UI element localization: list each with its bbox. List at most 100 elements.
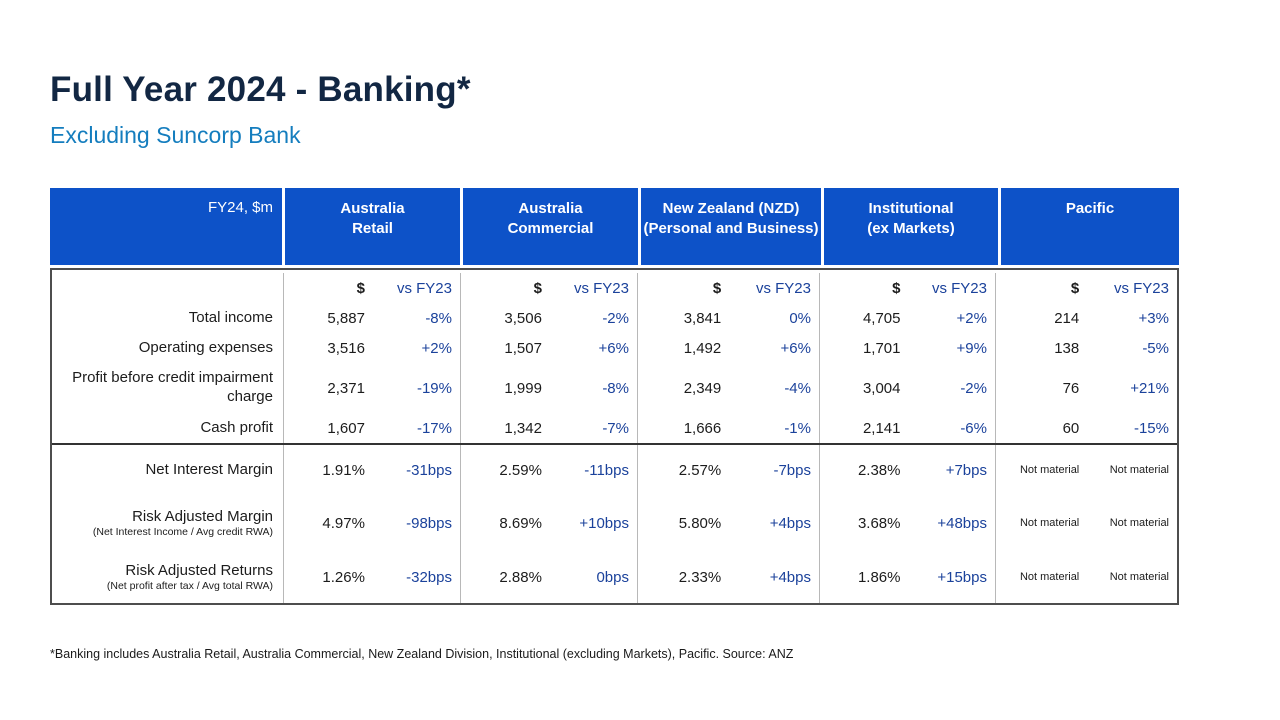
row-sublabel-text: (Net profit after tax / Avg total RWA) bbox=[106, 580, 273, 593]
cell-value: 1,607 bbox=[327, 419, 365, 437]
table-row-total-income: Total income 5,887 -8% 3,506 -2% 3,841 0… bbox=[52, 303, 1177, 333]
subheader-value-sign: $ bbox=[892, 279, 901, 297]
subheader-value-sign: $ bbox=[533, 279, 542, 297]
subheader-delta-label: vs FY23 bbox=[573, 279, 629, 297]
cell-delta: 0bps bbox=[596, 568, 629, 586]
cell-delta: -7bps bbox=[773, 461, 811, 479]
subheader-group-commercial: $ vs FY23 bbox=[461, 273, 638, 303]
cell-group: 5.80% +4bps bbox=[638, 495, 820, 551]
cell-group: 214 +3% bbox=[996, 303, 1177, 333]
cell-group: 1,999 -8% bbox=[461, 363, 638, 413]
row-label: Net Interest Margin bbox=[52, 445, 284, 495]
cell-value: 1.91% bbox=[322, 461, 365, 479]
table-row-profit-before-credit-impairment: Profit before credit impairment charge 2… bbox=[52, 363, 1177, 413]
row-label-text: Profit before credit impairment charge bbox=[72, 369, 273, 405]
row-label: Total income bbox=[52, 303, 284, 333]
cell-delta: -11bps bbox=[584, 461, 629, 479]
row-label: Risk Adjusted Returns (Net profit after … bbox=[52, 551, 284, 603]
section-margin-metrics: Net Interest Margin 1.91% -31bps 2.59% -… bbox=[52, 443, 1177, 603]
cell-value: 2.33% bbox=[678, 568, 722, 586]
cell-group: 2.33% +4bps bbox=[638, 551, 820, 603]
cell-value: 1,701 bbox=[862, 339, 901, 357]
cell-group: 2.88% 0bps bbox=[461, 551, 638, 603]
cell-group: 60 -15% bbox=[996, 413, 1177, 443]
cell-group: Not material Not material bbox=[996, 551, 1177, 603]
cell-delta: +2% bbox=[421, 339, 452, 357]
cell-value: 1,507 bbox=[504, 339, 542, 357]
subheader-delta-label: vs FY23 bbox=[396, 279, 452, 297]
subheader-row: $ vs FY23 $ vs FY23 $ vs FY23 $ vs FY23 bbox=[52, 273, 1177, 303]
cell-value: 2,371 bbox=[327, 379, 365, 397]
cell-delta: +6% bbox=[780, 339, 811, 357]
cell-value: 214 bbox=[1054, 309, 1080, 327]
cell-group: 138 -5% bbox=[996, 333, 1177, 363]
cell-delta: +21% bbox=[1130, 379, 1169, 397]
cell-value: Not material bbox=[1019, 517, 1080, 529]
cell-group: 1,666 -1% bbox=[638, 413, 820, 443]
cell-delta: +6% bbox=[598, 339, 629, 357]
cell-delta: -32bps bbox=[406, 568, 452, 586]
cell-value: 138 bbox=[1054, 339, 1080, 357]
cell-group: 1.91% -31bps bbox=[284, 445, 461, 495]
table-row-risk-adjusted-margin: Risk Adjusted Margin (Net Interest Incom… bbox=[52, 495, 1177, 551]
subheader-delta-label: vs FY23 bbox=[755, 279, 811, 297]
cell-value: 60 bbox=[1062, 419, 1080, 437]
row-label-text: Risk Adjusted Margin bbox=[132, 507, 273, 525]
cell-value: 5.80% bbox=[678, 514, 722, 532]
cell-delta: -7% bbox=[602, 419, 629, 437]
subheader-group-institutional: $ vs FY23 bbox=[820, 273, 996, 303]
cell-group: 2.57% -7bps bbox=[638, 445, 820, 495]
cell-group: 3,004 -2% bbox=[820, 363, 996, 413]
cell-group: 1,701 +9% bbox=[820, 333, 996, 363]
cell-group: 1,342 -7% bbox=[461, 413, 638, 443]
cell-delta: +3% bbox=[1138, 309, 1169, 327]
cell-delta: +10bps bbox=[579, 514, 629, 532]
cell-value: 3,841 bbox=[683, 309, 722, 327]
cell-delta: +7bps bbox=[945, 461, 987, 479]
corner-header-fy24: FY24, $m bbox=[50, 188, 282, 265]
col-header-pacific: Pacific bbox=[1001, 188, 1179, 265]
cell-group: 2,349 -4% bbox=[638, 363, 820, 413]
cell-value: 2.38% bbox=[857, 461, 901, 479]
cell-delta: -8% bbox=[602, 379, 629, 397]
cell-group: 1,607 -17% bbox=[284, 413, 461, 443]
cell-value: 3,506 bbox=[504, 309, 542, 327]
row-label-text: Cash profit bbox=[200, 418, 273, 436]
cell-group: 3,516 +2% bbox=[284, 333, 461, 363]
table-row-net-interest-margin: Net Interest Margin 1.91% -31bps 2.59% -… bbox=[52, 445, 1177, 495]
cell-group: 76 +21% bbox=[996, 363, 1177, 413]
cell-value: 3,516 bbox=[327, 339, 365, 357]
cell-group: Not material Not material bbox=[996, 495, 1177, 551]
cell-value: 1.86% bbox=[857, 568, 901, 586]
cell-group: 2,141 -6% bbox=[820, 413, 996, 443]
cell-delta: -8% bbox=[425, 309, 452, 327]
cell-delta: Not material bbox=[1109, 464, 1169, 476]
cell-delta: +9% bbox=[956, 339, 987, 357]
cell-group: 1.86% +15bps bbox=[820, 551, 996, 603]
cell-value: 76 bbox=[1062, 379, 1080, 397]
cell-delta: Not material bbox=[1109, 517, 1169, 529]
row-label-text: Total income bbox=[188, 308, 273, 326]
cell-delta: -98bps bbox=[406, 514, 452, 532]
table-header-row: FY24, $m Australia Retail Australia Comm… bbox=[50, 188, 1179, 265]
cell-delta: -6% bbox=[960, 419, 987, 437]
cell-value: 4,705 bbox=[862, 309, 901, 327]
row-label-text: Operating expenses bbox=[138, 338, 273, 356]
cell-delta: -4% bbox=[784, 379, 811, 397]
subheader-delta-label: vs FY23 bbox=[1113, 279, 1169, 297]
cell-delta: -31bps bbox=[406, 461, 452, 479]
subheader-value-sign: $ bbox=[356, 279, 365, 297]
cell-delta: +4bps bbox=[769, 568, 811, 586]
cell-group: 3,841 0% bbox=[638, 303, 820, 333]
cell-value: 2.88% bbox=[499, 568, 542, 586]
cell-group: 3,506 -2% bbox=[461, 303, 638, 333]
cell-value: 2,349 bbox=[683, 379, 722, 397]
row-label: Operating expenses bbox=[52, 333, 284, 363]
subheader-group-pacific: $ vs FY23 bbox=[996, 273, 1177, 303]
cell-value: 5,887 bbox=[327, 309, 365, 327]
cell-group: 2.59% -11bps bbox=[461, 445, 638, 495]
cell-value: 8.69% bbox=[499, 514, 542, 532]
cell-value: 2,141 bbox=[862, 419, 901, 437]
cell-value: 1,999 bbox=[504, 379, 542, 397]
table-row-risk-adjusted-returns: Risk Adjusted Returns (Net profit after … bbox=[52, 551, 1177, 603]
